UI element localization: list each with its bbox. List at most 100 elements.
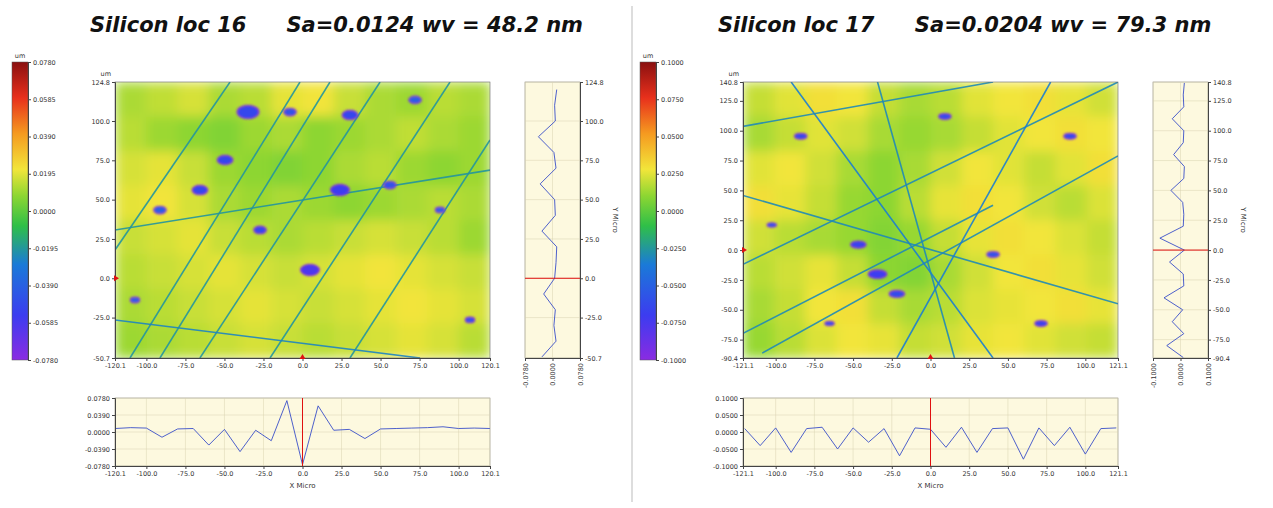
scratch — [160, 82, 330, 358]
pit — [1035, 321, 1047, 327]
pit — [130, 297, 139, 303]
tick: -100.0 — [766, 358, 787, 370]
tick-label: 100.0 — [450, 362, 469, 370]
cell — [1087, 220, 1118, 255]
scratch — [897, 82, 1051, 358]
axis-line — [657, 63, 660, 361]
cursor-line — [1153, 250, 1208, 251]
tick-mark — [28, 323, 31, 324]
cursor-marker — [742, 247, 747, 253]
pit — [868, 270, 887, 279]
tick: 50.0 — [374, 466, 388, 478]
cell — [240, 289, 272, 324]
cell — [178, 82, 210, 117]
grid-line — [1153, 250, 1208, 251]
cell — [774, 151, 806, 186]
tick: 124.8 — [91, 79, 115, 87]
tick-mark — [185, 358, 186, 361]
tick: 0.0 — [298, 466, 308, 478]
cell — [209, 151, 241, 186]
tick: -0.0195 — [28, 245, 58, 253]
cell — [209, 220, 241, 255]
cell — [1087, 255, 1118, 290]
tick-label: 75.0 — [413, 470, 427, 478]
tick-mark — [814, 466, 815, 469]
tick-label: 0.0 — [585, 275, 595, 283]
tick-mark — [1008, 358, 1009, 361]
axis-line — [740, 83, 744, 359]
title: Silicon loc 16 — [90, 13, 246, 37]
tick-label: 0.1000 — [1205, 363, 1213, 386]
tick: -50.0 — [1208, 306, 1230, 314]
tick-mark — [853, 358, 854, 361]
tick-label: 25.0 — [96, 236, 110, 244]
cell — [303, 151, 335, 186]
pit — [825, 321, 834, 325]
cell — [209, 82, 241, 117]
pit — [192, 185, 208, 194]
tick: 0.1000 — [1205, 358, 1213, 386]
scratch — [743, 82, 993, 126]
scratch — [743, 205, 993, 333]
tick: 0.1000 — [656, 59, 684, 67]
tick-label: -121.1 — [733, 470, 754, 478]
tick-mark — [740, 101, 743, 102]
colorbar-axis: -0.0780-0.0585-0.0390-0.01950.00000.0195… — [28, 59, 58, 365]
cell — [365, 151, 397, 186]
cell — [868, 151, 900, 186]
tick-mark — [28, 248, 31, 249]
tick: -25.0 — [256, 466, 273, 478]
tick: 75.0 — [1040, 466, 1054, 478]
cursor-line — [302, 398, 303, 466]
cell — [1056, 255, 1088, 290]
tick-label: 124.8 — [91, 79, 110, 87]
profile-x-axis: -0.07800.00000.0780 — [522, 358, 585, 388]
tick: 0.0000 — [1177, 358, 1185, 386]
profile-plot — [115, 398, 490, 466]
tick-label: 25.0 — [1213, 217, 1227, 225]
axis-line — [526, 359, 581, 362]
cell — [428, 82, 460, 117]
cell — [271, 255, 303, 290]
tick-label: -0.0780 — [522, 363, 530, 388]
profile-background — [743, 398, 1118, 466]
x-axis-title: X Micro — [290, 482, 316, 490]
profile-y-axis: -90.4-75.0-50.0-25.00.025.050.075.0100.0… — [1208, 79, 1232, 363]
tick-label: -90.4 — [721, 355, 738, 363]
profile-plot — [1153, 83, 1208, 358]
cell — [868, 324, 900, 359]
tick-mark — [656, 360, 659, 361]
tick: -50.7 — [580, 355, 602, 363]
cell — [334, 220, 366, 255]
tick: -90.4 — [721, 355, 743, 363]
tick: 0.0 — [100, 275, 115, 283]
cell — [806, 324, 838, 359]
cell — [365, 117, 397, 152]
tick: 120.1 — [481, 466, 500, 478]
tick: 75.0 — [1208, 157, 1227, 165]
cell — [993, 82, 1025, 117]
tick: -50.0 — [217, 358, 234, 370]
tick: 75.0 — [413, 358, 427, 370]
tick: 50.0 — [1001, 358, 1015, 370]
tick-mark — [1008, 466, 1009, 469]
tick-label: -25.0 — [884, 362, 901, 370]
cell — [774, 255, 806, 290]
tick-label: -100.0 — [766, 470, 787, 478]
cell — [774, 186, 806, 221]
tick-label: 0.0500 — [715, 412, 738, 420]
tick-label: 0.0 — [298, 362, 308, 370]
cell — [743, 151, 775, 186]
tick-label: 0.0780 — [87, 395, 110, 403]
tick: 100.0 — [91, 118, 115, 126]
tick: 125.0 — [719, 97, 743, 105]
tick-label: 0.0000 — [33, 208, 56, 216]
tick-mark — [1208, 190, 1211, 191]
tick: -100.0 — [766, 466, 787, 478]
tick-mark — [776, 358, 777, 361]
x-axis: -120.1-100.0-75.0-50.0-25.00.025.050.075… — [105, 358, 500, 370]
cell — [428, 289, 460, 324]
tick: 0.0780 — [28, 59, 56, 67]
tick-mark — [1208, 310, 1211, 311]
tick-label: 0.0 — [926, 362, 936, 370]
